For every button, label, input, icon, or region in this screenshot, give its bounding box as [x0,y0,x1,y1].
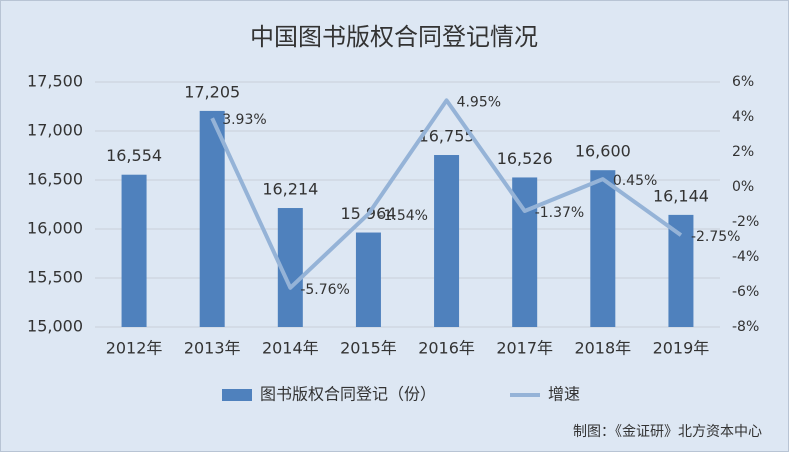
y-tick-label: 16,500 [27,170,83,189]
x-tick-label: 2018年 [574,339,631,358]
chart-title: 中国图书版权合同登记情况 [250,23,538,51]
bar-value-label: 16,755 [419,127,475,146]
legend-label: 增速 [548,385,580,404]
bar [199,110,225,327]
line-value-label: -1.37% [535,205,585,221]
y2-tick-label: 4% [732,109,754,125]
line-value-label: -1.54% [378,208,428,224]
line-value-label: -2.75% [691,229,741,245]
y2-tick-label: -2% [732,214,759,230]
y2-tick-label: -6% [732,284,759,300]
x-tick-label: 2015年 [340,339,397,358]
bar-value-label: 16,214 [262,180,318,199]
bar-value-label: 17,205 [184,82,240,101]
bar-value-label: 16,144 [653,186,709,205]
y2-tick-label: 2% [732,144,754,160]
bar-value-label: 16,600 [575,142,631,161]
line-value-label: 4.95% [457,94,501,110]
y2-tick-label: -8% [732,319,759,335]
x-tick-label: 2016年 [418,339,475,358]
y2-tick-label: -4% [732,249,759,265]
bar [355,232,381,327]
line-value-label: 3.93% [222,112,266,128]
x-tick-label: 2013年 [184,339,241,358]
bar [590,170,616,327]
x-tick-label: 2014年 [262,339,319,358]
line-value-label: -5.76% [300,282,350,298]
bar [434,155,460,327]
source-note: 制图：《金证研》北方资本中心 [573,424,762,440]
legend-swatch [222,389,252,401]
bar-value-label: 16,526 [497,149,553,168]
line-value-label: 0.45% [613,173,657,189]
x-tick-label: 2017年 [496,339,553,358]
x-tick-label: 2012年 [106,339,163,358]
legend-label: 图书版权合同登记（份） [260,385,436,404]
y-tick-label: 17,500 [27,72,83,91]
bar-value-label: 16,554 [106,146,162,165]
y-tick-label: 15,000 [27,317,83,336]
y2-tick-label: 6% [732,74,754,90]
y2-tick-label: 0% [732,179,754,195]
y-tick-label: 16,000 [27,219,83,238]
y-tick-label: 17,000 [27,121,83,140]
growth-line [210,98,683,290]
x-tick-label: 2019年 [653,339,710,358]
y-tick-label: 15,500 [27,268,83,287]
bar [121,174,147,327]
bar [668,214,694,327]
